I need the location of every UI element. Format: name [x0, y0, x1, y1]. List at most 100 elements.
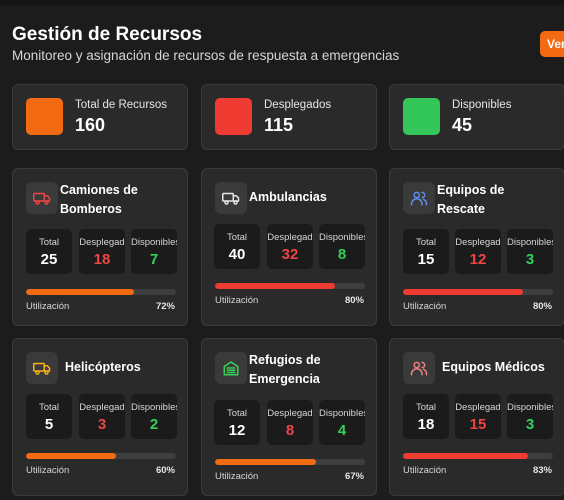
utilization-label: Utilización — [215, 471, 259, 482]
summary-label: Disponibles — [452, 99, 512, 111]
stat-available: Disponibles 2 — [131, 394, 177, 439]
stat-deployed-label: Desplegad — [267, 232, 313, 243]
resource-card-ambulances[interactable]: Ambulancias Total 40 Desplegad 32 Dispon… — [201, 168, 377, 326]
utilization-bar — [26, 453, 176, 459]
total-swatch-icon — [26, 98, 63, 135]
stat-deployed: Desplegad 12 — [455, 229, 501, 274]
stat-deployed-label: Desplegad — [455, 402, 501, 413]
stat-total-value: 12 — [228, 422, 246, 439]
utilization-label: Utilización — [403, 301, 447, 312]
stat-deployed-label: Desplegad — [267, 408, 313, 419]
stat-deployed-label: Desplegad — [79, 237, 125, 248]
stat-available: Disponibles 8 — [319, 224, 365, 269]
stat-deployed-value: 8 — [285, 422, 295, 439]
stat-total: Total 5 — [26, 394, 72, 439]
stat-available-value: 3 — [525, 251, 535, 268]
summary-value: 45 — [452, 115, 473, 135]
summary-value: 160 — [75, 115, 106, 135]
utilization-bar — [215, 459, 365, 465]
utilization-label: Utilización — [403, 465, 447, 476]
utilization-percent: 83% — [532, 465, 552, 476]
stat-total-value: 40 — [228, 246, 246, 263]
summary-card-total: Total de Recursos 160 — [12, 84, 188, 150]
stat-deployed-value: 12 — [469, 251, 487, 268]
resource-name: Helicópteros — [65, 360, 141, 374]
rescue-team-icon — [403, 182, 435, 214]
stat-deployed: Desplegad 8 — [267, 400, 313, 445]
utilization-label: Utilización — [215, 295, 259, 306]
stat-total-label: Total — [38, 402, 60, 413]
stat-total: Total 18 — [403, 394, 449, 439]
utilization-percent: 60% — [155, 465, 175, 476]
stat-total-value: 15 — [417, 251, 435, 268]
resource-card-fire-trucks[interactable]: Camiones de Bomberos Total 25 Desplegad … — [12, 168, 188, 326]
stat-available-label: Disponibles — [319, 408, 365, 419]
stat-total-label: Total — [226, 232, 248, 243]
utilization-bar — [26, 289, 176, 295]
fire-truck-icon — [26, 182, 58, 214]
ambulance-icon — [215, 182, 247, 214]
stat-available: Disponibles 7 — [131, 229, 177, 274]
resource-card-shelters[interactable]: Refugios de Emergencia Total 12 Desplega… — [201, 338, 377, 496]
stat-available-value: 7 — [149, 251, 159, 268]
stat-deployed: Desplegad 18 — [79, 229, 125, 274]
summary-card-deployed: Desplegados 115 — [201, 84, 377, 150]
resource-name: Camiones de Bomberos — [60, 183, 138, 216]
utilization-percent: 80% — [344, 295, 364, 306]
resource-name: Equipos de Rescate — [437, 183, 505, 216]
utilization-bar-fill — [403, 453, 528, 459]
helicopter-icon — [26, 352, 58, 384]
stat-total-value: 25 — [40, 251, 58, 268]
stat-available: Disponibles 3 — [507, 229, 553, 274]
stat-available-value: 2 — [149, 416, 159, 433]
stat-total-label: Total — [226, 408, 248, 419]
stat-total-value: 5 — [44, 416, 54, 433]
stat-available-label: Disponibles — [131, 402, 177, 413]
view-button[interactable]: Ver — [540, 31, 564, 57]
resource-name: Refugios de Emergencia — [249, 353, 321, 386]
stat-total: Total 12 — [214, 400, 260, 445]
stat-available-label: Disponibles — [131, 237, 177, 248]
stat-deployed: Desplegad 32 — [267, 224, 313, 269]
stat-total: Total 15 — [403, 229, 449, 274]
stat-available-label: Disponibles — [507, 237, 553, 248]
stat-available-value: 4 — [337, 422, 347, 439]
stat-deployed-label: Desplegad — [79, 402, 125, 413]
utilization-bar-fill — [215, 283, 335, 289]
stat-deployed-label: Desplegad — [455, 237, 501, 248]
page-subtitle: Monitoreo y asignación de recursos de re… — [12, 48, 400, 63]
summary-label: Desplegados — [264, 99, 332, 111]
resource-name: Ambulancias — [249, 190, 327, 204]
stat-available-value: 8 — [337, 246, 347, 263]
utilization-percent: 72% — [155, 301, 175, 312]
deployed-swatch-icon — [215, 98, 252, 135]
resource-name: Equipos Médicos — [442, 360, 545, 374]
summary-card-available: Disponibles 45 — [389, 84, 564, 150]
resource-card-rescue-teams[interactable]: Equipos de Rescate Total 15 Desplegad 12… — [389, 168, 564, 326]
summary-label: Total de Recursos — [75, 99, 168, 111]
resource-card-helicopters[interactable]: Helicópteros Total 5 Desplegad 3 Disponi… — [12, 338, 188, 496]
stat-total-label: Total — [415, 237, 437, 248]
stat-deployed-value: 32 — [281, 246, 299, 263]
stat-available-value: 3 — [525, 416, 535, 433]
shelter-icon — [215, 352, 247, 384]
utilization-bar-fill — [215, 459, 316, 465]
stat-deployed-value: 15 — [469, 416, 487, 433]
resource-card-medical-teams[interactable]: Equipos Médicos Total 18 Desplegad 15 Di… — [389, 338, 564, 496]
utilization-label: Utilización — [26, 465, 70, 476]
stat-total-label: Total — [415, 402, 437, 413]
utilization-percent: 80% — [532, 301, 552, 312]
utilization-bar — [403, 453, 553, 459]
stat-total-value: 18 — [417, 416, 435, 433]
stat-total-label: Total — [38, 237, 60, 248]
utilization-percent: 67% — [344, 471, 364, 482]
utilization-bar — [215, 283, 365, 289]
stat-available: Disponibles 4 — [319, 400, 365, 445]
utilization-bar-fill — [403, 289, 523, 295]
stat-total: Total 25 — [26, 229, 72, 274]
utilization-bar-fill — [26, 453, 116, 459]
medical-team-icon — [403, 352, 435, 384]
summary-value: 115 — [264, 115, 294, 135]
stat-deployed: Desplegad 3 — [79, 394, 125, 439]
